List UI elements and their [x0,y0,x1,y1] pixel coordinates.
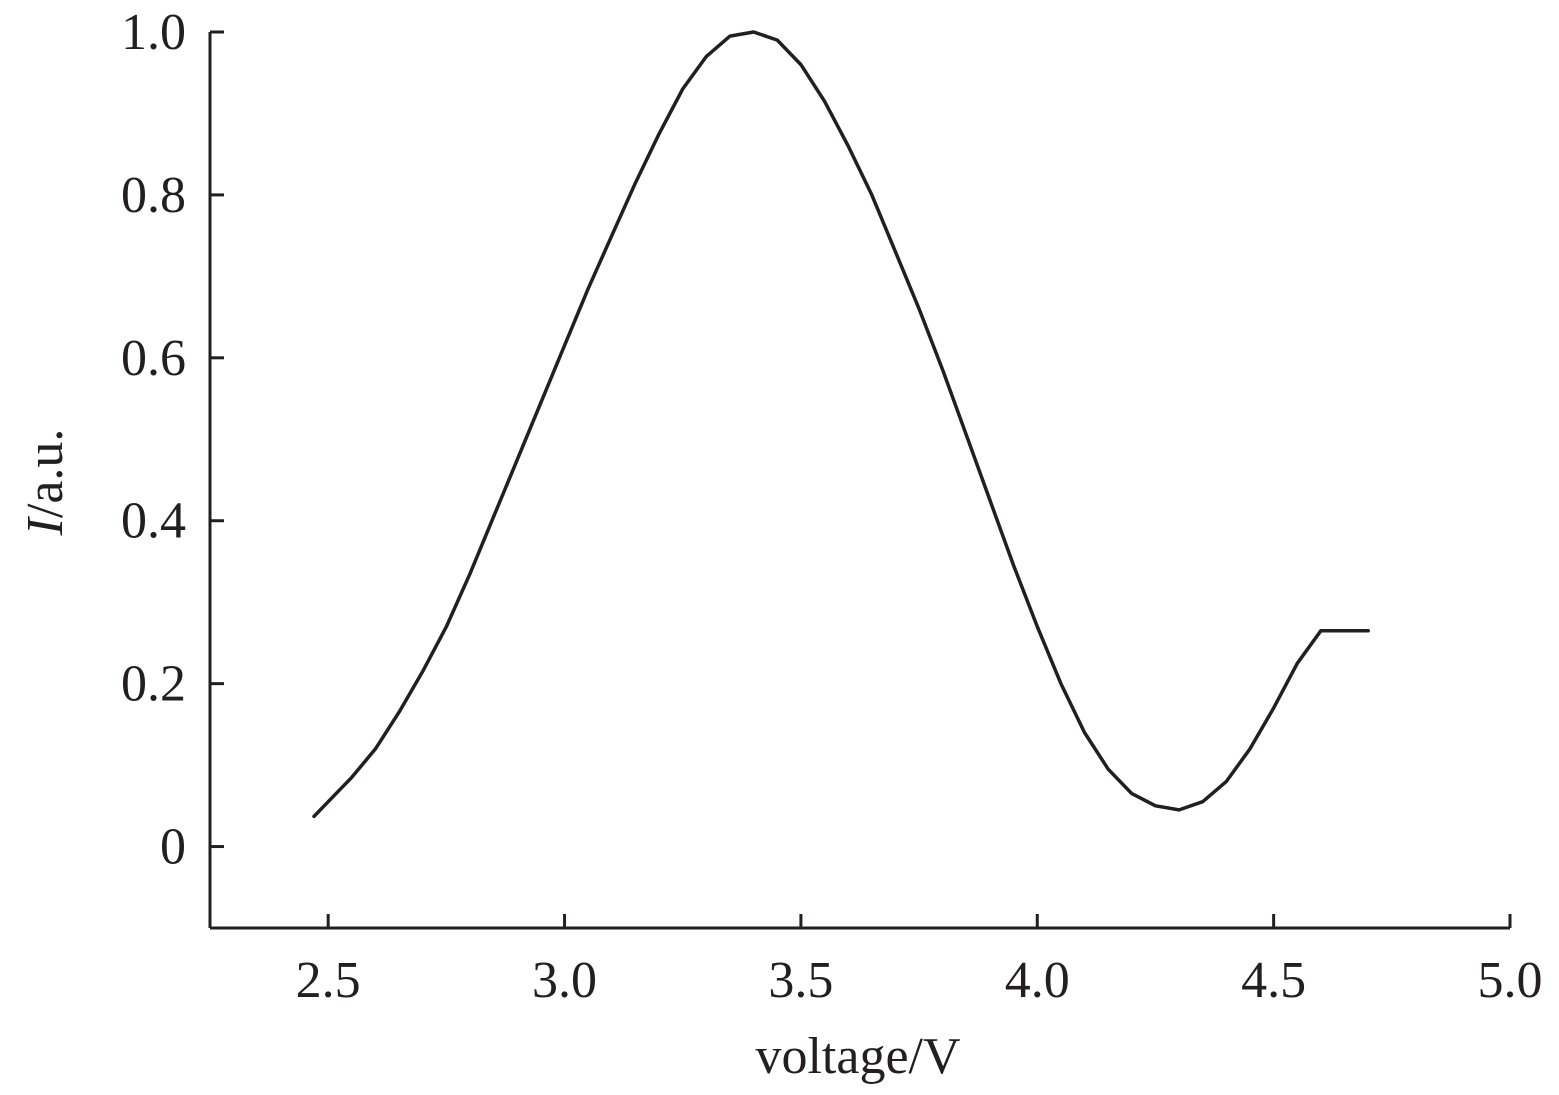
y-axis-label-unit: /a.u. [17,429,74,519]
x-tick-label: 5.0 [1478,952,1543,1009]
x-tick-label: 4.0 [1005,952,1070,1009]
x-axis-ticks: 2.5 3.0 3.5 4.0 4.5 5.0 [296,914,1543,1009]
y-tick-label: 0.8 [121,167,186,224]
y-tick-label: 0.2 [121,656,186,713]
y-tick-label: 0.6 [121,330,186,387]
x-tick-label: 3.0 [532,952,597,1009]
y-tick-label: 0 [160,819,186,876]
x-axis-label: voltage/V [755,1028,960,1085]
plot-area [312,30,1370,819]
x-tick-label: 2.5 [296,952,361,1009]
y-axis-label: I/a.u. [17,429,74,537]
y-tick-label: 1.0 [121,4,186,61]
y-axis-ticks: 0 0.2 0.4 0.6 0.8 1.0 [121,4,224,876]
y-tick-label: 0.4 [121,493,186,550]
axes [208,32,1510,930]
x-tick-label: 4.5 [1241,952,1306,1009]
series-line [312,30,1370,819]
y-axis-label-symbol: I [17,515,74,536]
x-tick-label: 3.5 [768,952,833,1009]
